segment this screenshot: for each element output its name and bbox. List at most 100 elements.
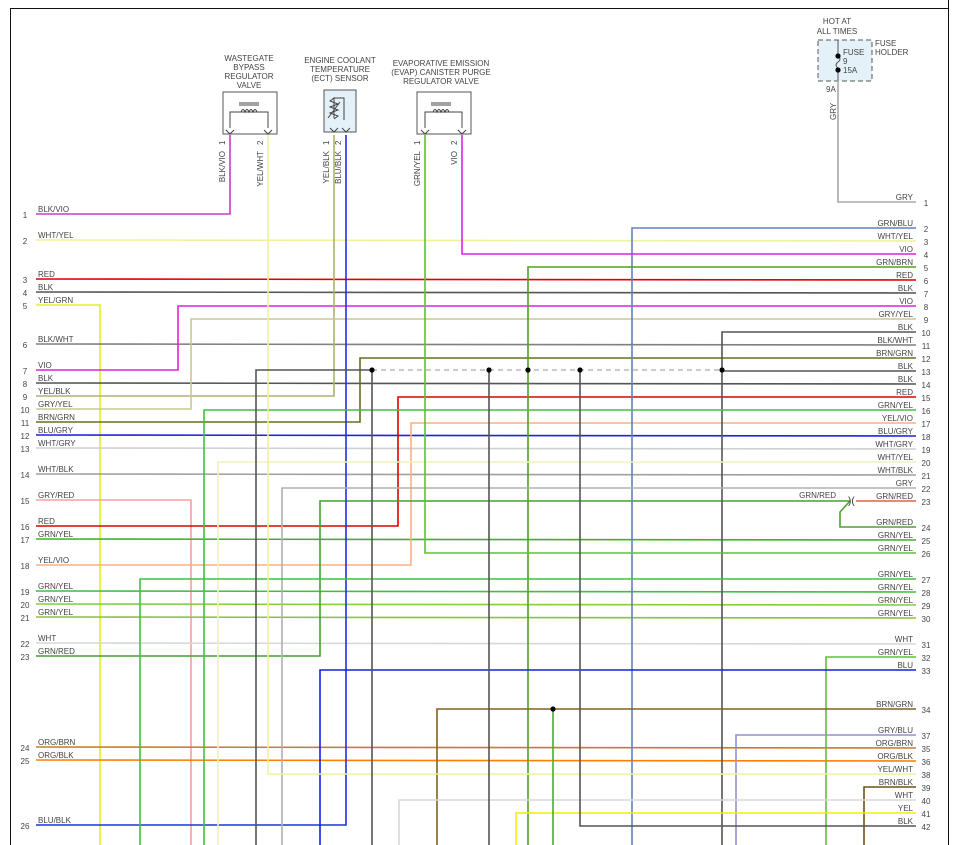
left-wire-label: BLU/BLK (38, 816, 72, 825)
left-pin-number: 4 (23, 289, 28, 298)
right-wire-label: YEL/WHT (877, 765, 913, 774)
right-wire-label: GRN/YEL (878, 401, 914, 410)
right-pin-number: 14 (922, 381, 931, 390)
evap-title: REGULATOR VALVE (403, 77, 479, 86)
wire-left-5 (36, 304, 101, 845)
thermistor-icon (327, 97, 345, 120)
wire-left-24 (35, 746, 917, 749)
connector-pin-icon (263, 129, 273, 135)
wire-right-42 (579, 371, 916, 827)
left-wire-label: RED (38, 270, 55, 279)
right-pin-number: 23 (922, 498, 931, 507)
right-wire-label: WHT/BLK (877, 466, 913, 475)
left-wire-label: BLU/GRY (38, 426, 74, 435)
right-wire-label: YEL (898, 804, 914, 813)
wastegate-title: VALVE (237, 81, 262, 90)
connector-pin-icon (420, 129, 430, 135)
wire-left-9 (36, 135, 335, 397)
right-pin-number: 5 (924, 264, 929, 273)
left-wire-label: BLK (38, 283, 54, 292)
wire-left-11 (36, 357, 916, 423)
right-pin-number: 34 (922, 706, 931, 715)
left-wire-label: GRN/YEL (38, 530, 74, 539)
wire-left-3 (35, 278, 917, 281)
wire-left-21 (35, 616, 917, 619)
ect-wire-label: YEL/BLK (322, 150, 331, 183)
hot-at-all-times-label: HOT AT (823, 17, 851, 26)
left-wire-label: BLK/VIO (38, 205, 69, 214)
wastegate-title: WASTEGATE (224, 54, 273, 63)
wire-left-13 (35, 447, 917, 450)
right-pin-number: 38 (922, 771, 931, 780)
right-pin-number: 4 (924, 251, 929, 260)
left-pin-number: 21 (21, 614, 30, 623)
right-wire-label: RED (896, 388, 913, 397)
right-wire-label: GRN/YEL (878, 544, 914, 553)
right-wire-label: VIO (899, 245, 913, 254)
ect-title: ENGINE COOLANT (304, 56, 376, 65)
splice-dot (577, 367, 583, 373)
left-pin-number: 18 (21, 562, 30, 571)
right-wire-label: BLK (898, 362, 914, 371)
wire-left-12 (35, 434, 917, 437)
left-pin-number: 14 (21, 471, 30, 480)
wire-right-1 (837, 82, 916, 203)
right-pin-number: 3 (924, 238, 929, 247)
wire-right-37 (735, 734, 916, 845)
left-wire-label: GRY/YEL (38, 400, 73, 409)
right-pin-number: 7 (924, 290, 929, 299)
right-pin-number: 6 (924, 277, 929, 286)
left-pin-number: 2 (23, 237, 28, 246)
ect-title: TEMPERATURE (310, 65, 370, 74)
right-wire-label: WHT/YEL (877, 232, 913, 241)
splice-wire-label: GRN/RED (799, 491, 836, 500)
right-wire-label: BLK/WHT (877, 336, 913, 345)
wire-right-2 (631, 227, 916, 845)
splice-dot (525, 367, 531, 373)
right-pin-number: 2 (924, 225, 929, 234)
evap-title: EVAPORATIVE EMISSION (393, 59, 490, 68)
wire-left-15 (36, 499, 192, 845)
splice-dot (486, 367, 492, 373)
left-wire-label: VIO (38, 361, 52, 370)
wire-right-27 (139, 578, 916, 845)
right-wire-label: BLK (898, 323, 914, 332)
wastegate-pin-number: 2 (256, 140, 265, 145)
evap-wire-label: GRN/YEL (413, 150, 422, 186)
right-wire-label: GRN/YEL (878, 570, 914, 579)
frame-right (948, 0, 949, 845)
right-wire-label: RED (896, 271, 913, 280)
left-wire-label: WHT/BLK (38, 465, 74, 474)
left-pin-number: 20 (21, 601, 30, 610)
right-pin-number: 1 (924, 199, 929, 208)
left-pin-number: 15 (21, 497, 30, 506)
wire-right-4 (461, 135, 916, 255)
left-wire-label: BRN/GRN (38, 413, 75, 422)
left-pin-number: 17 (21, 536, 30, 545)
right-pin-number: 39 (922, 784, 931, 793)
left-wire-label: GRN/YEL (38, 608, 74, 617)
right-wire-label: GRN/RED (876, 492, 913, 501)
wire-right-41 (515, 812, 916, 845)
fuse-rating: 15A (843, 66, 858, 75)
right-pin-number: 27 (922, 576, 931, 585)
left-pin-number: 8 (23, 380, 28, 389)
ect-pin-number: 2 (334, 140, 343, 145)
left-wire-label: WHT/YEL (38, 231, 74, 240)
evap-wire-label: VIO (450, 151, 459, 165)
evap-pin-number: 2 (450, 140, 459, 145)
left-pin-number: 12 (21, 432, 30, 441)
wire-right-34 (436, 708, 916, 845)
left-pin-number: 19 (21, 588, 30, 597)
connector-pin-icon (457, 129, 467, 135)
right-pin-number: 26 (922, 550, 931, 559)
right-pin-number: 41 (922, 810, 931, 819)
left-wire-label: GRN/YEL (38, 582, 74, 591)
right-pin-number: 20 (922, 459, 931, 468)
wastegate-title: BYPASS (233, 63, 264, 72)
wire-right-16 (203, 409, 916, 845)
right-wire-label: ORG/BLK (877, 752, 913, 761)
ect-pin-number: 1 (322, 140, 331, 145)
left-pin-number: 13 (21, 445, 30, 454)
